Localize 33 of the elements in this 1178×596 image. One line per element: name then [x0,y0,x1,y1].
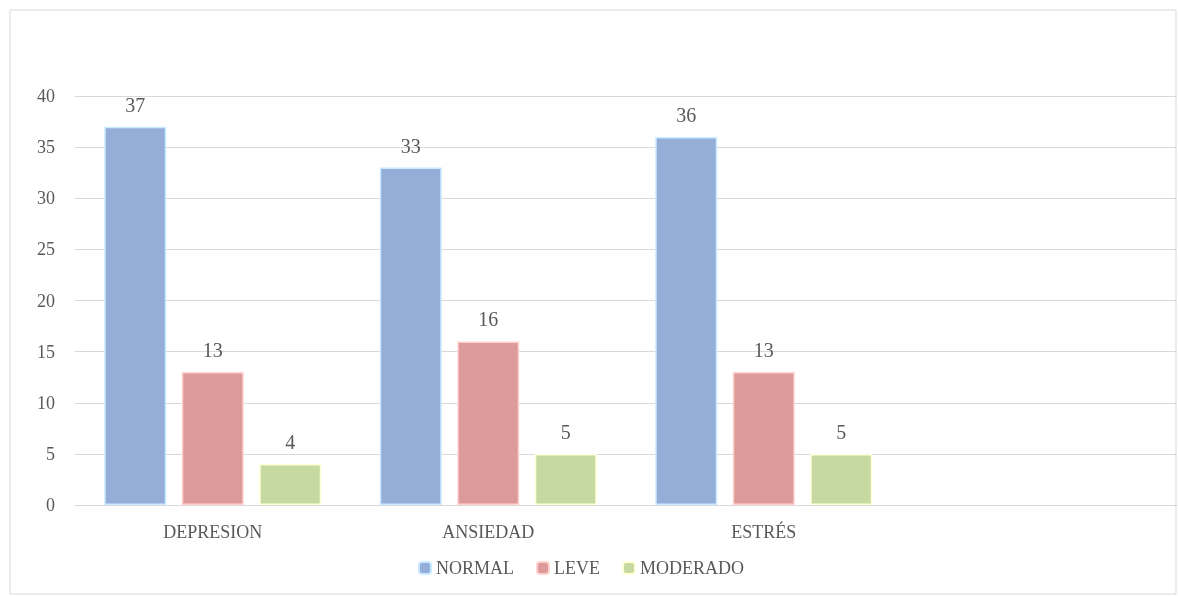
bar [457,341,520,505]
x-tick-label: ESTRÉS [731,521,797,542]
bar [810,453,873,505]
legend-label: LEVE [554,558,600,578]
y-tick-label: 25 [37,239,55,260]
bar [259,464,322,505]
data-label: 36 [676,103,697,126]
y-tick-label: 35 [37,137,55,158]
bar [181,372,244,505]
y-tick-label: 10 [37,392,55,413]
bar [655,136,718,505]
data-label: 16 [478,308,499,331]
bar [534,453,597,505]
x-tick-label: ANSIEDAD [442,522,535,542]
data-label: 13 [753,339,774,362]
y-tick-label: 15 [37,341,55,362]
y-tick-label: 0 [46,495,55,515]
bar [104,126,167,505]
bar [379,167,442,505]
data-label: 4 [285,431,296,454]
y-tick-label: 30 [37,188,55,209]
bar [732,372,795,505]
data-label: 33 [400,134,421,157]
data-label: 5 [560,420,571,443]
y-tick-label: 5 [46,443,55,464]
data-label: 13 [202,339,223,362]
y-tick-label: 40 [37,86,55,106]
data-label: 5 [836,420,847,443]
data-label: 37 [125,93,146,116]
x-tick-label: DEPRESION [163,522,263,542]
y-tick-label: 20 [37,290,55,311]
legend-label: MODERADO [639,558,744,578]
legend-label: NORMAL [436,558,515,578]
